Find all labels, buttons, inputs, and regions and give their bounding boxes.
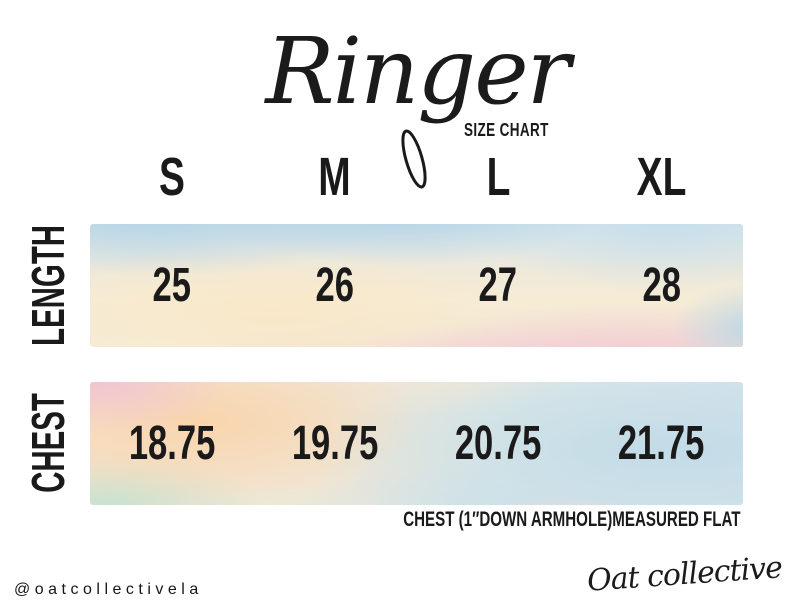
length-value-m: 26: [315, 259, 355, 312]
chest-value-l: 20.75: [454, 417, 542, 470]
social-handle: @oatcollectivela: [14, 581, 203, 598]
size-header-m: M: [318, 147, 352, 207]
measurement-footnote: CHEST (1″DOWN ARMHOLE)MEASURED FLAT: [403, 508, 741, 531]
row-label-chest: CHEST: [22, 393, 74, 493]
size-header-s: S: [158, 147, 185, 207]
size-header-row: S M L XL: [90, 148, 743, 206]
size-chart-subtitle: SIZE CHART: [464, 120, 549, 140]
row-label-length: LENGTH: [22, 224, 74, 346]
size-header-xl: XL: [636, 147, 687, 207]
size-header-l: L: [486, 147, 511, 207]
brand-signature-script: Oat collective: [585, 550, 783, 599]
script-descender-flourish: [401, 129, 427, 189]
chest-value-m: 19.75: [291, 417, 379, 470]
length-value-l: 27: [478, 259, 518, 312]
chest-value-xl: 21.75: [618, 417, 705, 470]
length-value-s: 25: [152, 259, 191, 312]
length-row-band: 25 26 27 28: [90, 224, 743, 347]
length-value-xl: 28: [642, 259, 681, 312]
chest-value-s: 18.75: [128, 417, 215, 470]
chest-row-band: 18.75 19.75 20.75 21.75: [90, 382, 743, 505]
product-name-script: Ringer: [265, 18, 570, 125]
